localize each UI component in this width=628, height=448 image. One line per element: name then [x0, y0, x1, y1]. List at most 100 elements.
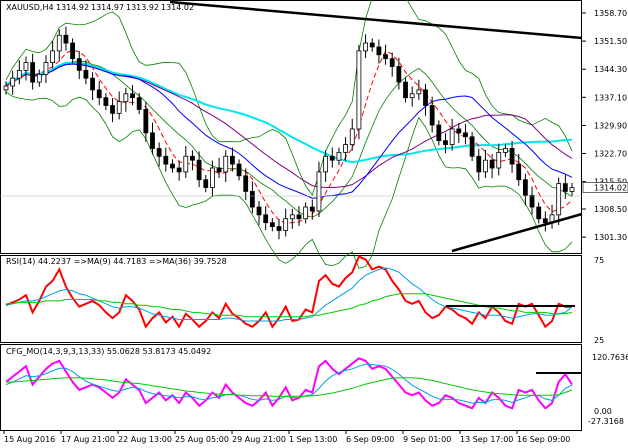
candle-body [363, 42, 368, 52]
candle [190, 150, 195, 171]
price-tick-label: 1322.70 [594, 150, 627, 159]
candle [50, 40, 56, 69]
price-axis: 1358.70 1351.50 1344.30 1337.10 1329.90 1322.… [582, 9, 628, 242]
candle-body [30, 62, 36, 83]
middle-band [5, 60, 573, 218]
candle [323, 150, 329, 183]
candle-body [562, 183, 568, 192]
candle [562, 174, 568, 199]
candle-body [50, 50, 56, 63]
price-panel-frame [0, 0, 582, 254]
price-tick-label: 1308.50 [594, 205, 627, 214]
rsi-axis-75: 75 [594, 256, 604, 265]
candle-body [63, 34, 69, 44]
candle [43, 55, 49, 84]
candle-body [556, 183, 562, 216]
candle [536, 202, 542, 224]
candle-body [489, 159, 495, 169]
candle [243, 168, 249, 201]
candle-body [423, 89, 428, 106]
price-tick-label: 1358.70 [594, 9, 627, 18]
candle [123, 87, 129, 112]
candle [23, 56, 29, 81]
candle [569, 182, 575, 197]
ema-fast-line [5, 49, 573, 224]
candle [549, 204, 555, 229]
rsi-ma36-line [6, 293, 573, 318]
candle-body [156, 148, 162, 157]
time-tick-label: 13 Sep 17:00 [460, 435, 513, 444]
candle [449, 118, 455, 151]
candle-body [496, 151, 502, 169]
support-trendline [451, 212, 583, 253]
candle-body [536, 206, 542, 220]
candle-body [110, 105, 115, 114]
candle [483, 150, 488, 178]
candle [216, 157, 222, 178]
candle [349, 118, 355, 151]
candle [443, 133, 448, 154]
candle-body [36, 73, 42, 83]
candle-body [443, 140, 448, 145]
candle [163, 147, 169, 172]
price-tick-label: 1329.90 [594, 121, 627, 130]
candle [210, 160, 215, 197]
candle [356, 44, 362, 140]
candle-body [103, 97, 109, 106]
candle-body [96, 89, 102, 99]
candle-body [143, 109, 149, 134]
candle-body [83, 69, 89, 79]
current-price-label: 1314.02 [594, 183, 627, 192]
cfg-title: CFG_MO(14,3,9,3,13,33) 55.0628 53.8173 4… [6, 347, 211, 356]
candle [36, 69, 42, 87]
candle-body [329, 155, 335, 161]
ohlc-high: 1314.97 [91, 3, 124, 12]
candle-body [276, 226, 282, 231]
candle [509, 141, 515, 173]
cfg-axis-min: -27.3168 [588, 417, 624, 426]
candle-body [263, 214, 269, 224]
candle [276, 219, 282, 240]
candle-body [449, 128, 455, 145]
candle-body [56, 34, 62, 52]
candle [103, 93, 109, 111]
candle-body [369, 42, 375, 48]
candle-body [463, 132, 468, 138]
candle-body [429, 105, 435, 126]
candle-body [10, 77, 16, 87]
bollinger-bands [5, 0, 573, 269]
time-tick-label: 16 Sep 09:00 [517, 435, 570, 444]
candle-body [16, 69, 22, 79]
candle-body [343, 144, 349, 153]
time-axis: 15 Aug 2016 17 Aug 21:00 22 Aug 13:00 25 Au… [3, 431, 570, 444]
candle [16, 60, 22, 85]
candle [283, 208, 289, 237]
candle [316, 161, 322, 218]
candle [176, 160, 182, 181]
candle-body [296, 214, 302, 220]
candle-body [376, 46, 382, 56]
candle-body [469, 136, 475, 157]
candle-body [349, 128, 355, 145]
candlesticks [3, 26, 575, 240]
candle-body [509, 148, 515, 165]
rsi-title: RSI(14) 44.2237 =>MA(9) 44.7183 =>MA(36)… [6, 257, 227, 266]
cfg-axis-zero: 0.00 [594, 407, 612, 416]
cfg-line-3 [6, 377, 573, 397]
candle [229, 147, 235, 172]
candle-body [456, 128, 462, 134]
symbol-title: XAUUSD,H4 [6, 3, 54, 12]
time-tick-label: 1 Sep 13:00 [289, 435, 337, 444]
candle-body [503, 148, 508, 153]
candle-body [243, 175, 249, 192]
candle [416, 79, 422, 100]
ohlc-low: 1313.92 [126, 3, 159, 12]
candle [429, 96, 435, 133]
candle-body [396, 66, 402, 83]
candle [476, 148, 482, 181]
cfg-panel-frame [0, 344, 582, 431]
candle [456, 122, 462, 144]
candle-body [309, 206, 315, 212]
candle-body [196, 159, 202, 181]
candle [263, 206, 269, 231]
